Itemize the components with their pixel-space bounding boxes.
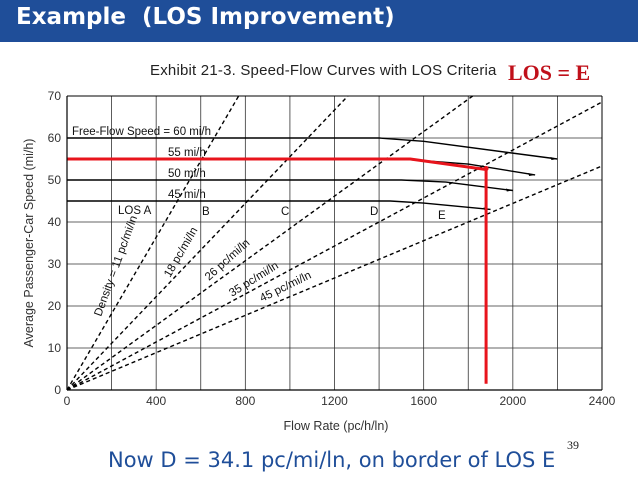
los-label: E	[438, 210, 446, 222]
y-tick-label: 70	[48, 89, 62, 103]
speed-curve-label: 50 mi/h	[168, 168, 206, 180]
curve-end-marker	[528, 172, 536, 176]
y-tick-label: 40	[48, 215, 62, 229]
y-tick-label: 50	[48, 173, 62, 187]
density-line	[66, 101, 603, 391]
y-tick-label: 60	[48, 131, 62, 145]
x-tick-label: 400	[146, 394, 166, 408]
x-tick-label: 2400	[589, 394, 616, 408]
speed-flow-curves	[67, 137, 558, 211]
speed-curve-label: Free-Flow Speed = 60 mi/h	[72, 126, 211, 138]
x-tick-label: 1200	[321, 394, 348, 408]
los-label: LOS A	[118, 205, 152, 217]
x-tick-label: 800	[235, 394, 255, 408]
los-badge: LOS = E	[508, 60, 591, 85]
x-tick-label: 0	[64, 394, 71, 408]
curve-end-marker	[505, 188, 513, 192]
highlight-layer	[67, 157, 489, 384]
curve-end-marker	[550, 157, 558, 160]
slide-title: Example (LOS Improvement)	[16, 4, 395, 30]
y-axis-title: Average Passenger-Car Speed (mi/h)	[22, 139, 36, 348]
slide-caption: Now D = 34.1 pc/mi/ln, on border of LOS …	[108, 448, 556, 472]
density-label: 26 pc/mi/ln	[203, 237, 252, 283]
density-line	[66, 95, 240, 391]
y-tick-label: 0	[54, 383, 61, 397]
y-tick-label: 20	[48, 299, 62, 313]
x-axis-title: Flow Rate (pc/h/ln)	[284, 419, 389, 433]
chart-axes: 0 400 800 1200 1600 2000 2400 0 10 20 30 40 50 60 70 Fl…	[22, 89, 616, 433]
density-line	[66, 165, 603, 391]
highlight-point	[483, 166, 489, 171]
slide-number: 39	[567, 438, 579, 452]
density-label: Density = 11 pc/mi/ln	[93, 214, 141, 318]
title-bar	[0, 0, 638, 42]
density-label: 18 pc/mi/ln	[162, 225, 200, 279]
highlight-path	[67, 157, 488, 384]
x-tick-label: 1600	[410, 394, 437, 408]
los-label: D	[370, 206, 378, 218]
density-line	[66, 95, 349, 391]
speed-flow-curve	[67, 200, 491, 211]
y-tick-label: 30	[48, 257, 62, 271]
y-tick-label: 10	[48, 341, 62, 355]
los-label: C	[281, 206, 289, 218]
x-tick-label: 2000	[499, 394, 526, 408]
speed-flow-curve	[67, 179, 513, 192]
speed-curve-label: 45 mi/h	[168, 189, 206, 201]
density-lines	[66, 95, 603, 391]
los-label: B	[202, 206, 210, 218]
chart-title: Exhibit 21-3. Speed-Flow Curves with LOS…	[150, 62, 497, 79]
chart-grid	[67, 96, 602, 390]
speed-flow-curve	[67, 137, 558, 160]
speed-curve-label: 55 mi/h	[168, 147, 206, 159]
